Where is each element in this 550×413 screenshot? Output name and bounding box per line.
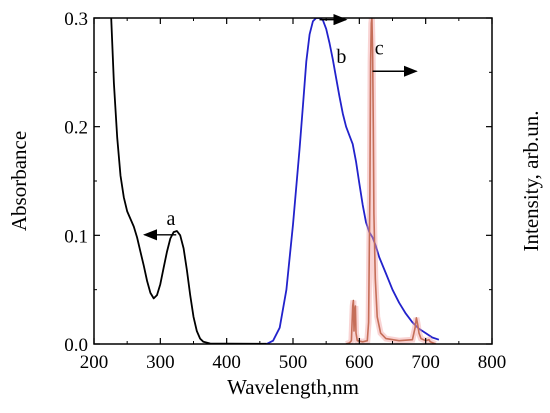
x-tick-label: 400 (212, 352, 241, 373)
y-tick-label: 0.0 (64, 335, 88, 356)
y-tick-label: 0.2 (64, 118, 88, 139)
x-tick-label: 200 (80, 352, 109, 373)
series-line-c (345, 18, 436, 344)
series-layer (110, 18, 440, 344)
series-line-b (266, 18, 440, 344)
x-tick-label: 700 (411, 352, 440, 373)
y-axis-title-left: Absorbance (7, 131, 31, 231)
y-axis-title-right: Intensity, arb.un. (519, 111, 543, 252)
annotation-layer: a b c (167, 37, 384, 230)
series-label-c: c (375, 37, 384, 59)
y-tick-label: 0.1 (64, 226, 88, 247)
series-label-b: b (336, 46, 346, 68)
x-tick-label: 600 (345, 352, 374, 373)
ticks-layer: 200 300 400 500 600 700 800 0.0 0.1 0.2 0.3 (64, 9, 506, 373)
x-tick-label: 500 (279, 352, 308, 373)
x-tick-label: 800 (478, 352, 507, 373)
x-axis-title: Wavelength,nm (227, 375, 359, 399)
series-label-a: a (167, 208, 176, 230)
series-glow-c (345, 18, 437, 344)
x-tick-label: 300 (146, 352, 175, 373)
y-tick-label: 0.3 (64, 9, 88, 30)
arrow-layer (143, 14, 418, 241)
plot-frame (93, 17, 493, 345)
series-line-a (110, 18, 267, 344)
